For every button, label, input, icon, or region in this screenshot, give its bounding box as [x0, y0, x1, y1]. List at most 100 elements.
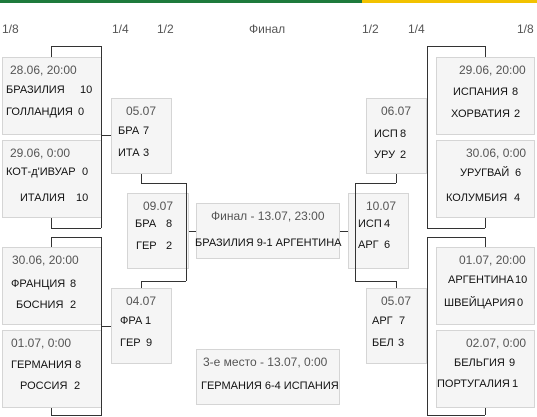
team-score: 10	[80, 84, 93, 96]
team-name: БРАЗИЛИЯ	[6, 84, 65, 96]
team-name: АРГЕНТИНА	[448, 274, 514, 286]
bracket-connector	[396, 281, 397, 288]
third-place-card[interactable]: 3-е место - 13.07, 0:00 ГЕРМАНИЯ 6-4 ИСП…	[196, 349, 340, 405]
bracket-connector	[355, 183, 356, 281]
team-score: 7	[143, 125, 150, 137]
bracket-connector	[186, 183, 187, 281]
match-card-sf-left[interactable]: 09.07 БРА 8 ГЕР 2	[127, 193, 189, 269]
third-place-result: ГЕРМАНИЯ 6-4 ИСПАНИЯ	[201, 380, 339, 392]
team-score: 2	[514, 108, 521, 120]
match-card-r16-left-3[interactable]: 30.06, 20:00 ФРАНЦИЯ 8 БОСНИЯ 2	[2, 247, 102, 325]
match-card-qf-right-2[interactable]: 05.07 АРГ 7 БЕЛ 3	[366, 288, 427, 364]
team-score: 2	[70, 299, 77, 311]
team-name: АРГ	[358, 239, 379, 251]
team-score: 2	[74, 380, 81, 392]
bracket-connector	[51, 237, 52, 247]
header-r16-right: 1/8	[517, 22, 534, 36]
bracket-connector	[101, 135, 111, 136]
team-score: 0	[82, 166, 89, 178]
bracket-connector	[396, 174, 397, 183]
bracket-connector	[355, 183, 396, 184]
match-card-qf-left-1[interactable]: 05.07 БРА 7 ИТА 3	[111, 98, 172, 174]
bracket-connector	[51, 408, 52, 415]
team-name: ГЕР	[136, 240, 157, 252]
team-score: 0	[78, 106, 85, 118]
bracket-connector	[101, 46, 102, 228]
bracket-connector	[141, 281, 142, 288]
bracket-connector	[485, 237, 486, 247]
team-name: ХОРВАТИЯ	[451, 108, 510, 120]
header-sf-right: 1/2	[362, 22, 379, 36]
match-date: 05.07	[381, 294, 412, 308]
bracket-connector	[427, 237, 428, 416]
match-card-qf-right-1[interactable]: 06.07 ИСП 8 УРУ 2	[366, 98, 427, 174]
bracket-connector	[485, 408, 486, 415]
team-score: 7	[399, 315, 406, 327]
bracket-connector	[427, 415, 485, 416]
match-card-r16-right-2[interactable]: 30.06, 0:00 УРУГВАЙ 6 КОЛУМБИЯ 4	[436, 140, 535, 218]
team-score: 4	[384, 218, 391, 230]
bracket-connector	[51, 46, 52, 57]
header-qf-right: 1/4	[408, 22, 425, 36]
team-name: ФРА	[120, 315, 143, 327]
bracket-connector	[427, 228, 485, 229]
team-score: 8	[400, 128, 407, 140]
team-name: ГЕРМАНИЯ	[11, 359, 72, 371]
team-name: УРУ	[374, 149, 396, 161]
team-name: БОСНИЯ	[16, 299, 64, 311]
match-card-qf-left-2[interactable]: 04.07 ФРА 1 ГЕР 9	[111, 288, 172, 364]
header-sf-left: 1/2	[157, 22, 174, 36]
top-accent-green	[0, 0, 362, 3]
bracket-connector	[485, 218, 486, 228]
team-score: 8	[70, 278, 77, 290]
match-card-r16-right-1[interactable]: 29.06, 20:00 ИСПАНИЯ 8 ХОРВАТИЯ 2	[436, 57, 535, 135]
bracket-connector	[340, 231, 348, 232]
bracket-connector	[141, 183, 186, 184]
team-name: КОЛУМБИЯ	[446, 192, 508, 204]
team-name: ШВЕЙЦАРИЯ	[444, 297, 516, 309]
team-name: ИТАЛИЯ	[20, 192, 65, 204]
match-card-r16-right-3[interactable]: 01.07, 20:00 АРГЕНТИНА 10 ШВЕЙЦАРИЯ 0	[436, 247, 535, 325]
final-result: БРАЗИЛИЯ 9-1 АРГЕНТИНА	[195, 237, 342, 249]
final-card[interactable]: Финал - 13.07, 23:00 БРАЗИЛИЯ 9-1 АРГЕНТ…	[195, 203, 342, 259]
bracket-connector	[51, 237, 101, 238]
team-score: 1	[512, 378, 519, 390]
team-name: БЕЛЬГИЯ	[454, 357, 505, 369]
team-name: БЕЛ	[372, 337, 394, 349]
bracket-connector	[427, 237, 485, 238]
team-score: 0	[517, 297, 524, 309]
team-score: 3	[143, 147, 150, 159]
team-name: КОТ-д'ИВУАР	[6, 166, 76, 178]
bracket-connector	[51, 218, 52, 228]
match-date: 29.06, 20:00	[459, 63, 526, 77]
team-score: 10	[76, 192, 89, 204]
match-date: 01.07, 0:00	[11, 336, 72, 350]
match-card-r16-left-4[interactable]: 01.07, 0:00 ГЕРМАНИЯ 8 РОССИЯ 2	[2, 330, 102, 408]
team-score: 2	[166, 240, 173, 252]
team-name: ГОЛЛАНДИЯ	[6, 106, 73, 118]
team-score: 10	[515, 274, 528, 286]
bracket-connector	[51, 228, 101, 229]
team-score: 4	[514, 192, 521, 204]
team-name: ИСПАНИЯ	[453, 86, 508, 98]
top-accent-yellow	[362, 0, 537, 3]
match-date: 30.06, 20:00	[12, 253, 79, 267]
team-score: 9	[509, 357, 516, 369]
team-score: 6	[384, 239, 391, 251]
match-card-r16-left-2[interactable]: 29.06, 0:00 КОТ-д'ИВУАР 0 ИТАЛИЯ 10	[2, 140, 102, 218]
match-card-r16-left-1[interactable]: 28.06, 20:00 БРАЗИЛИЯ 10 ГОЛЛАНДИЯ 0	[2, 57, 102, 135]
bracket-connector	[485, 46, 486, 57]
bracket-connector	[51, 46, 101, 47]
match-card-sf-right[interactable]: 10.07 ИСП 4 АРГ 6	[348, 193, 409, 269]
team-name: ФРАНЦИЯ	[11, 278, 66, 290]
match-date: 09.07	[143, 199, 174, 213]
team-score: 8	[166, 218, 173, 230]
team-score: 1	[145, 315, 152, 327]
team-score: 6	[515, 167, 522, 179]
match-date: 06.07	[381, 104, 412, 118]
team-name: АРГ	[372, 315, 393, 327]
match-card-r16-right-4[interactable]: 02.07, 0:00 БЕЛЬГИЯ 9 ПОРТУГАЛИЯ 1	[436, 330, 535, 408]
team-score: 9	[146, 337, 153, 349]
bracket-connector	[355, 281, 396, 282]
bracket-connector	[141, 281, 186, 282]
